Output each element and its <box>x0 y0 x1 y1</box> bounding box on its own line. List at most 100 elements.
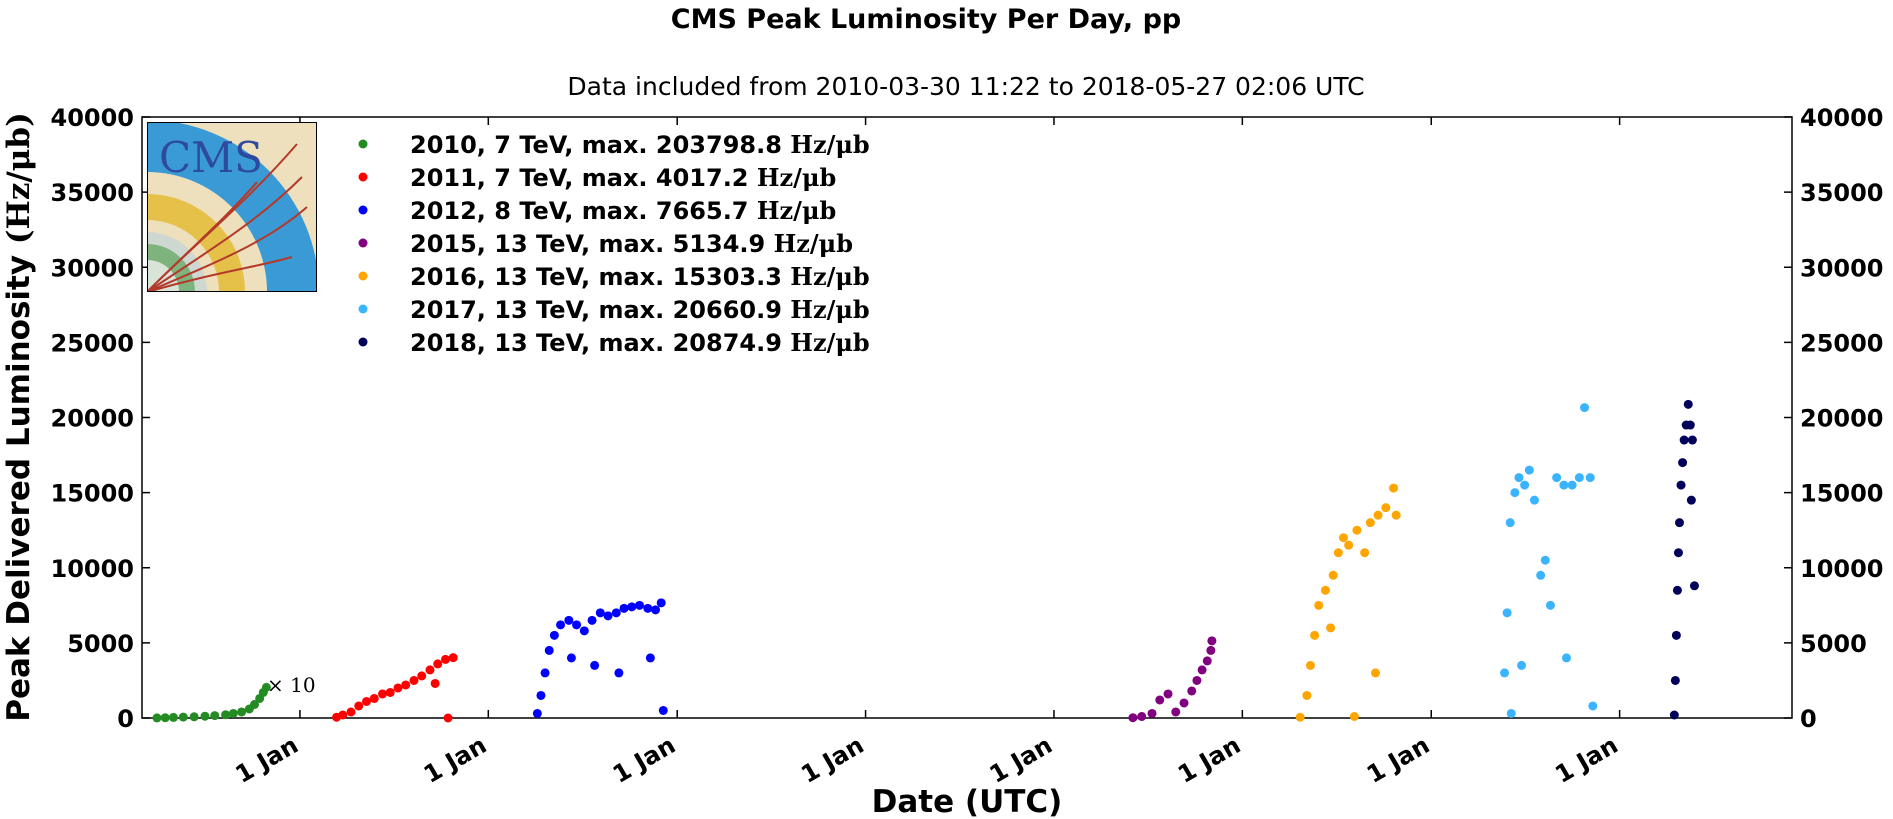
data-point <box>1202 656 1212 666</box>
data-point <box>448 653 458 663</box>
data-point <box>1683 399 1693 409</box>
plot-frame <box>141 116 1793 719</box>
data-point <box>1328 570 1338 580</box>
data-point <box>1510 488 1520 498</box>
cms-logo-text: CMS <box>159 133 263 182</box>
x-axis-label: Date (UTC) <box>872 784 1063 819</box>
y-axis-label-text: Peak Delivered Luminosity <box>1 255 37 722</box>
data-point <box>1371 668 1381 678</box>
data-point <box>1506 708 1516 718</box>
data-point <box>1580 403 1590 413</box>
data-point <box>346 707 356 717</box>
data-point <box>160 713 170 723</box>
data-point <box>1505 518 1515 528</box>
legend-marker <box>358 304 368 314</box>
data-point <box>1670 675 1680 685</box>
series-2 <box>532 598 668 718</box>
y-tick-label: 0 <box>117 705 134 733</box>
x-tick-label: 1 Jan <box>985 731 1057 789</box>
legend: 2010, 7 TeV, max. 203798.8 Hz/μb 2011, 7 … <box>358 130 870 357</box>
y-tick-label-right: 0 <box>1800 705 1817 733</box>
data-point <box>1671 630 1681 640</box>
data-point <box>1676 480 1686 490</box>
data-point <box>549 630 559 640</box>
legend-entry: 2011, 7 TeV, max. 4017.2 Hz/μb <box>410 163 836 192</box>
data-point <box>1524 465 1534 475</box>
data-point <box>611 608 621 618</box>
y-tick-label: 5000 <box>67 630 134 658</box>
data-point <box>645 653 655 663</box>
x-tick-label: 1 Jan <box>796 731 868 789</box>
data-point <box>1678 458 1688 468</box>
legend-entry: 2012, 8 TeV, max. 7665.7 Hz/μb <box>410 196 836 225</box>
data-point <box>556 620 566 630</box>
data-point <box>1500 668 1510 678</box>
legend-entry: 2015, 13 TeV, max. 5134.9 Hz/μb <box>410 229 853 258</box>
data-point <box>1520 480 1530 490</box>
data-point <box>1373 510 1383 520</box>
data-point <box>200 711 210 721</box>
data-point <box>261 682 271 692</box>
data-point <box>1206 645 1216 655</box>
data-point <box>338 710 348 720</box>
data-point <box>1207 636 1217 646</box>
data-point <box>1689 581 1699 591</box>
data-point <box>1540 555 1550 565</box>
x-tick-label: 1 Jan <box>608 731 680 789</box>
data-point <box>1179 698 1189 708</box>
data-point <box>1585 473 1595 483</box>
data-points <box>152 399 1699 723</box>
data-point <box>1320 585 1330 595</box>
y-tick-label-right: 25000 <box>1800 329 1884 357</box>
data-point <box>1389 483 1399 493</box>
data-point <box>564 615 574 625</box>
data-point <box>595 608 605 618</box>
cms-logo: CMS <box>147 122 317 292</box>
y-axis-label-unit: (Hz/μb) <box>1 112 37 244</box>
data-point <box>1674 518 1684 528</box>
data-point <box>590 660 600 670</box>
y-axis-label: Peak Delivered Luminosity (Hz/μb) <box>1 112 37 722</box>
data-point <box>1305 660 1315 670</box>
y-tick-label: 30000 <box>51 254 135 282</box>
chart-subtitle: Data included from 2010-03-30 11:22 to 2… <box>567 72 1364 101</box>
series-6 <box>1669 399 1699 720</box>
data-point <box>228 708 238 718</box>
data-point <box>354 701 364 711</box>
legend-entry: 2018, 13 TeV, max. 20874.9 Hz/μb <box>410 328 870 357</box>
data-point <box>409 675 419 685</box>
y-tick-label-right: 15000 <box>1800 480 1884 508</box>
legend-marker <box>358 172 368 182</box>
data-point <box>1567 480 1577 490</box>
data-point <box>1171 707 1181 717</box>
x-tick-label: 1 Jan <box>1550 731 1622 789</box>
data-point <box>1679 435 1689 445</box>
data-point <box>1514 473 1524 483</box>
legend-marker <box>358 139 368 149</box>
y-tick-label-right: 40000 <box>1800 104 1884 132</box>
data-point <box>1536 570 1546 580</box>
data-point <box>536 690 546 700</box>
data-point <box>1381 503 1391 513</box>
data-point <box>1349 711 1359 721</box>
y-tick-label: 40000 <box>51 104 135 132</box>
data-point <box>1672 585 1682 595</box>
legend-marker <box>358 238 368 248</box>
x-tick-label: 1 Jan <box>231 731 303 789</box>
data-point <box>1588 701 1598 711</box>
data-point <box>1561 653 1571 663</box>
data-point <box>579 626 589 636</box>
data-point <box>1502 608 1512 618</box>
y-tick-label: 35000 <box>51 179 135 207</box>
data-point <box>658 705 668 715</box>
legend-entry: 2016, 13 TeV, max. 15303.3 Hz/μb <box>410 262 870 291</box>
data-point <box>635 600 645 610</box>
data-point <box>1339 533 1349 543</box>
data-point <box>1574 473 1584 483</box>
series-0 <box>152 682 271 723</box>
data-point <box>178 712 188 722</box>
legend-marker <box>358 337 368 347</box>
data-point <box>544 645 554 655</box>
data-point <box>1192 675 1202 685</box>
